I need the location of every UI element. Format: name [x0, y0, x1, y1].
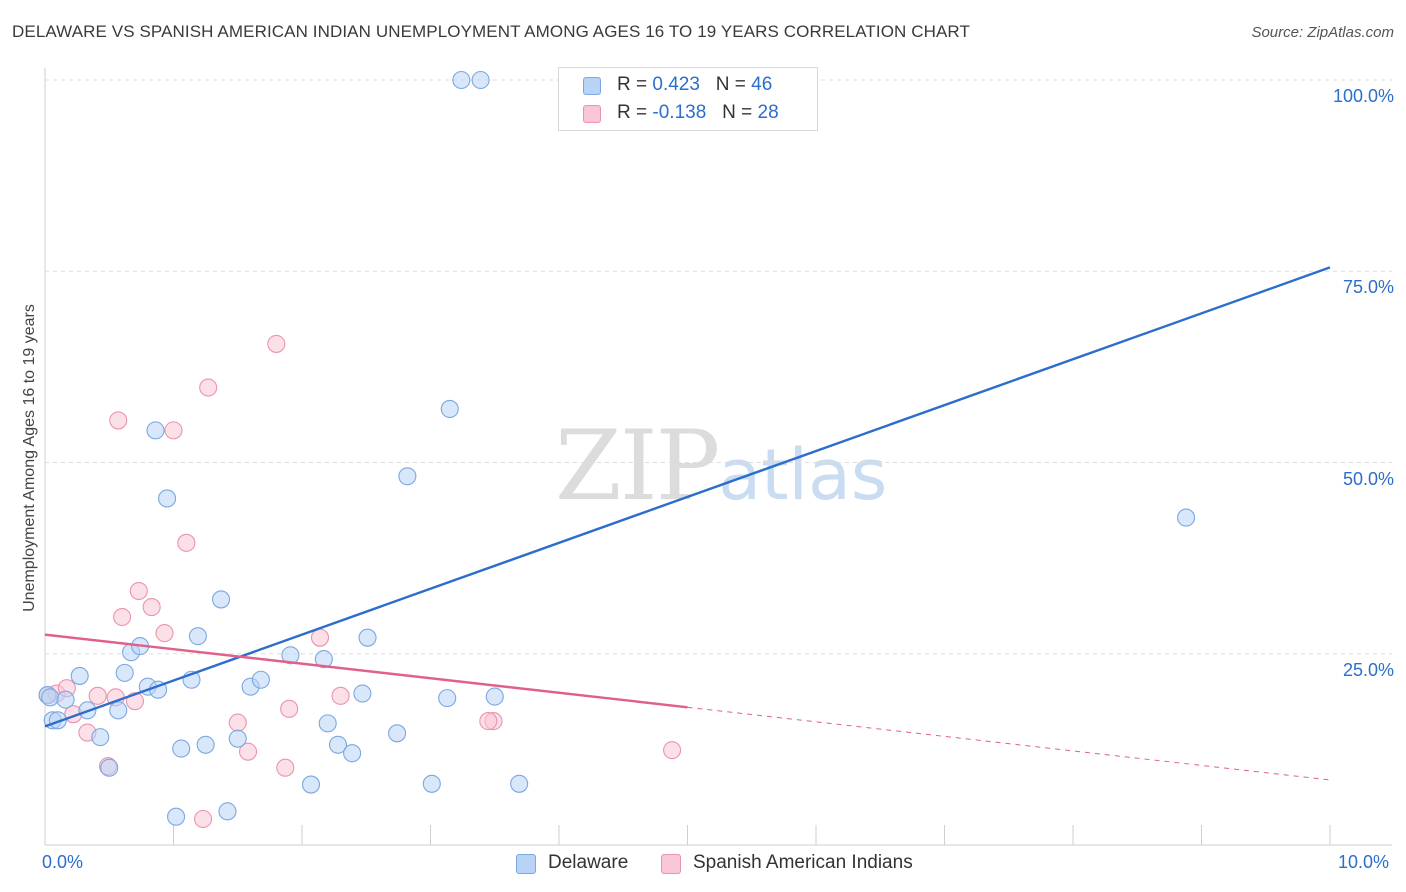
spanish-point-23	[310, 628, 330, 647]
delaware-point-33	[358, 628, 377, 647]
delaware-point-23	[228, 729, 247, 748]
watermark-zip: ZIP	[555, 410, 720, 522]
y-tick-label-1: 50.0%	[1342, 468, 1394, 489]
y-tick-label-3: 100.0%	[1332, 86, 1394, 106]
spanish-point-21	[276, 758, 295, 777]
delaware-point-39	[452, 70, 471, 90]
delaware-point-10	[115, 663, 134, 682]
stats-legend: R = 0.423 N = 46 R = -0.138 N = 28	[558, 67, 818, 131]
delaware-point-26	[281, 646, 300, 665]
spanish-point-20	[267, 334, 286, 353]
spanish-trend-extension	[687, 706, 1331, 781]
delaware-point-8	[100, 758, 119, 777]
spanish-point-9	[113, 607, 132, 627]
n-value-delaware: 46	[751, 74, 773, 95]
spanish-point-15	[177, 533, 196, 552]
r-value-delaware: 0.423	[652, 74, 700, 95]
spanish-point-11	[129, 581, 148, 601]
delaware-point-28	[314, 650, 333, 669]
axes	[44, 68, 1392, 846]
delaware-point-41	[485, 687, 504, 706]
delaware-point-37	[438, 689, 457, 708]
y-tick-label-0: 25.0%	[1342, 659, 1394, 680]
spanish-trend-line	[44, 633, 688, 709]
x-tick-max: 10.0%	[1338, 852, 1390, 872]
grid-lines	[45, 79, 1392, 655]
delaware-point-31	[343, 744, 362, 763]
delaware-point-21	[211, 590, 231, 609]
n-label: N =	[722, 102, 753, 123]
spanish-point-26	[479, 712, 498, 731]
r-value-spanish: -0.138	[652, 102, 707, 123]
delaware-point-45	[167, 807, 186, 826]
delaware-point-29	[318, 714, 337, 733]
delaware-point-42	[510, 774, 529, 793]
watermark: ZIPatlas	[555, 410, 887, 522]
delaware-point-4	[56, 690, 75, 709]
delaware-point-14	[146, 421, 165, 440]
delaware-points	[38, 70, 1196, 826]
delaware-point-36	[422, 774, 441, 793]
spanish-point-24	[331, 686, 350, 705]
spanish-point-19	[238, 742, 258, 761]
spanish-point-18	[228, 713, 247, 732]
n-value-spanish: 28	[757, 102, 779, 123]
spanish-point-16	[194, 809, 213, 829]
spanish-point-13	[155, 624, 174, 643]
source-credit: Source: ZipAtlas.com	[1251, 24, 1394, 41]
y-axis-label: Unemployment Among Ages 16 to 19 years	[21, 304, 38, 612]
delaware-point-17	[172, 739, 191, 758]
x-tick-min: 0.0%	[42, 852, 84, 872]
r-label: R =	[617, 102, 648, 123]
delaware-point-44	[1177, 508, 1196, 527]
legend-label-delaware: Delaware	[548, 852, 629, 873]
legend-swatch-spanish	[661, 854, 681, 874]
spanish-point-5	[88, 686, 107, 705]
spanish-point-14	[164, 421, 183, 440]
n-label: N =	[715, 74, 746, 95]
delaware-point-22	[218, 802, 237, 821]
delaware-point-9	[109, 701, 128, 720]
delaware-point-30	[328, 735, 348, 754]
delaware-point-16	[158, 489, 177, 508]
delaware-point-27	[301, 775, 321, 794]
legend-label-spanish: Spanish American Indians	[693, 852, 913, 873]
spanish-point-17	[199, 378, 218, 397]
delaware-point-40	[471, 70, 490, 90]
delaware-trend-line	[44, 266, 1331, 728]
delaware-point-20	[196, 735, 215, 754]
legend-swatch-spanish	[583, 105, 601, 123]
delaware-point-25	[251, 670, 270, 689]
spanish-point-12	[142, 598, 161, 617]
delaware-point-38	[440, 399, 459, 419]
delaware-point-7	[91, 728, 110, 747]
r-label: R =	[617, 74, 648, 95]
legend-swatch-delaware	[516, 854, 536, 874]
legend-swatch-delaware	[583, 77, 601, 95]
y-tick-label-2: 75.0%	[1342, 277, 1394, 298]
delaware-point-34	[388, 724, 407, 743]
spanish-point-27	[663, 741, 682, 760]
trend-lines	[44, 266, 1331, 781]
delaware-point-5	[70, 666, 89, 685]
spanish-point-8	[109, 411, 128, 430]
spanish-point-22	[280, 699, 299, 718]
delaware-point-32	[353, 684, 372, 703]
delaware-point-19	[188, 627, 207, 646]
chart-title: DELAWARE VS SPANISH AMERICAN INDIAN UNEM…	[12, 22, 970, 41]
delaware-point-35	[398, 467, 417, 486]
delaware-point-1	[41, 688, 60, 707]
